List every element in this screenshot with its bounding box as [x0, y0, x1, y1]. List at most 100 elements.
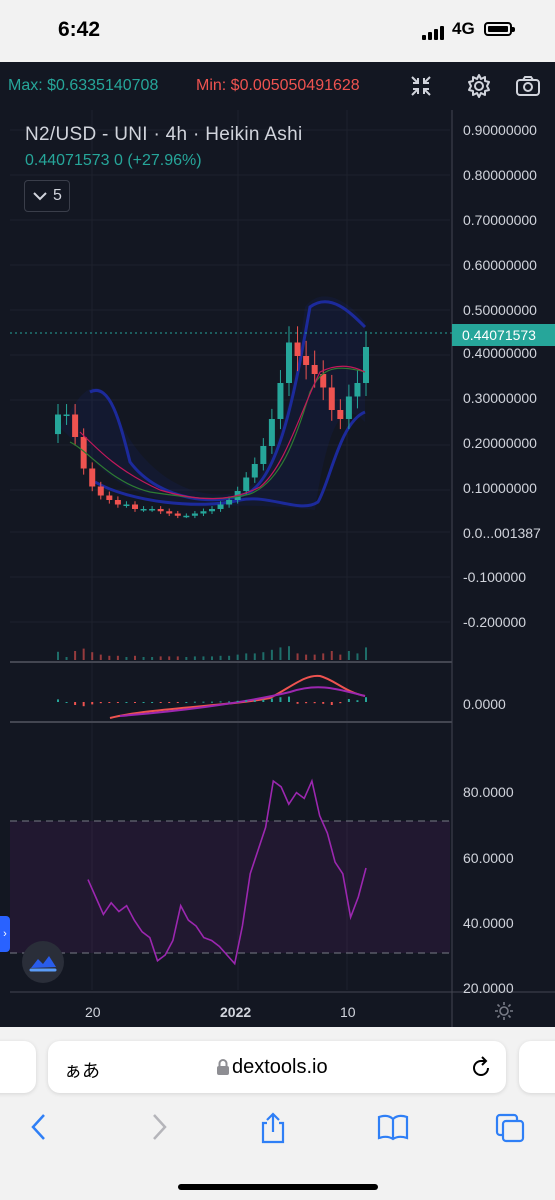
macd-histogram-bar [91, 702, 94, 705]
macd-histogram-bar [253, 700, 256, 702]
status-time: 6:42 [58, 18, 101, 41]
candle-body [149, 509, 156, 511]
rsi-line [87, 778, 367, 966]
volume-bar [185, 657, 188, 660]
candle-body [140, 509, 147, 511]
macd-histogram-bar [82, 702, 85, 707]
volume-bar [305, 654, 308, 660]
macd-histogram-bar [305, 702, 308, 704]
macd-histogram-bar [202, 701, 205, 703]
volume-bar [236, 654, 239, 660]
candle-body [260, 446, 267, 464]
candle-body [354, 383, 361, 397]
volume-bar [313, 654, 316, 660]
next-tab-card[interactable] [519, 1041, 555, 1093]
macd-histogram-bar [74, 702, 77, 705]
volume-bar [219, 655, 222, 660]
volume-bar [228, 655, 231, 660]
chevron-down-icon [33, 192, 47, 201]
candle-body [217, 504, 224, 509]
back-icon[interactable] [28, 1112, 50, 1142]
macd-line [109, 674, 366, 719]
price-tick: 0.80000000 [463, 167, 537, 183]
volume-bar [57, 651, 59, 660]
volume-bar [82, 648, 85, 660]
macd-histogram-bar [347, 699, 350, 702]
share-icon[interactable] [258, 1112, 288, 1144]
reload-icon[interactable] [470, 1055, 492, 1079]
candle-body [320, 374, 327, 388]
url-domain[interactable]: dextools.io [232, 1056, 328, 1078]
macd-histogram-bar [185, 702, 188, 703]
price-tick: 0.20000000 [463, 435, 537, 451]
bookmarks-icon[interactable] [376, 1112, 410, 1142]
time-scale-settings-icon[interactable] [492, 999, 516, 1023]
macd-histogram-bar [279, 697, 282, 702]
macd-histogram [57, 696, 367, 707]
volume-bar [116, 655, 119, 660]
side-panel-toggle[interactable]: › [0, 916, 10, 952]
volume-bar [279, 647, 282, 660]
price-tick: 0.10000000 [463, 480, 537, 496]
tradingview-logo[interactable] [22, 941, 64, 983]
macd-histogram-bar [236, 700, 239, 702]
volume-bar [125, 657, 128, 660]
time-tick: 20 [85, 1004, 101, 1020]
symbol-title[interactable]: N2/USD - UNI · 4h · Heikin Ashi [25, 124, 303, 145]
macd-histogram-bar [193, 701, 196, 703]
prev-tab-card[interactable] [0, 1041, 36, 1093]
candle-body [328, 387, 335, 410]
candle-body [97, 486, 104, 496]
text-size-button[interactable]: ぁあ [64, 1061, 100, 1081]
forward-icon[interactable] [148, 1112, 170, 1142]
price-tick: 0.30000000 [463, 390, 537, 406]
macd-histogram-bar [262, 699, 265, 702]
candle-body [337, 410, 344, 419]
bollinger-lower-line [94, 410, 366, 508]
moving-average-line [79, 365, 366, 500]
price-chart[interactable] [0, 62, 555, 1027]
volume-bar [108, 655, 111, 660]
camera-icon[interactable] [514, 72, 542, 100]
candle-body [174, 513, 181, 516]
network-type: 4G [452, 19, 475, 38]
volume-bar [211, 656, 213, 660]
macd-histogram-bar [296, 702, 299, 704]
candle-body [286, 342, 292, 383]
macd-histogram-bar [57, 699, 59, 702]
volume-bar [74, 651, 77, 660]
gear-icon[interactable] [465, 72, 493, 100]
volume-bar [142, 657, 145, 660]
candle-body [157, 509, 164, 512]
price-tick: -0.200000 [463, 614, 527, 630]
time-tick: 10 [340, 1004, 356, 1020]
tabs-icon[interactable] [494, 1112, 526, 1144]
home-indicator [178, 1184, 378, 1190]
address-bar[interactable] [48, 1041, 506, 1093]
candle-body [166, 511, 173, 514]
macd-signal-line [119, 686, 366, 717]
candle-body [277, 383, 284, 419]
macd-histogram-bar [365, 697, 367, 702]
volume-bar [262, 652, 265, 660]
macd-histogram-bar [134, 702, 136, 703]
collapse-icon[interactable] [407, 72, 435, 100]
macd-histogram-bar [219, 701, 222, 703]
macd-tick: 0.0000 [463, 696, 506, 712]
macd-histogram-bar [116, 702, 119, 703]
max-price-label: Max: $0.6335140708 [8, 77, 159, 94]
volume-bar [99, 654, 102, 660]
volume-bar [168, 656, 171, 660]
bollinger-band-fill [60, 296, 365, 510]
candle-body [311, 365, 318, 374]
candle-body [80, 437, 87, 469]
battery-icon [484, 22, 515, 36]
volume-bar [330, 651, 333, 660]
macd-histogram-bar [151, 702, 154, 703]
price-tick: 0.90000000 [463, 122, 537, 138]
volume-bar [193, 656, 196, 660]
volume-bar [365, 647, 367, 660]
volume-bar [322, 653, 325, 660]
interval-count: 5 [53, 187, 62, 204]
interval-button[interactable]: 5 [24, 180, 70, 212]
